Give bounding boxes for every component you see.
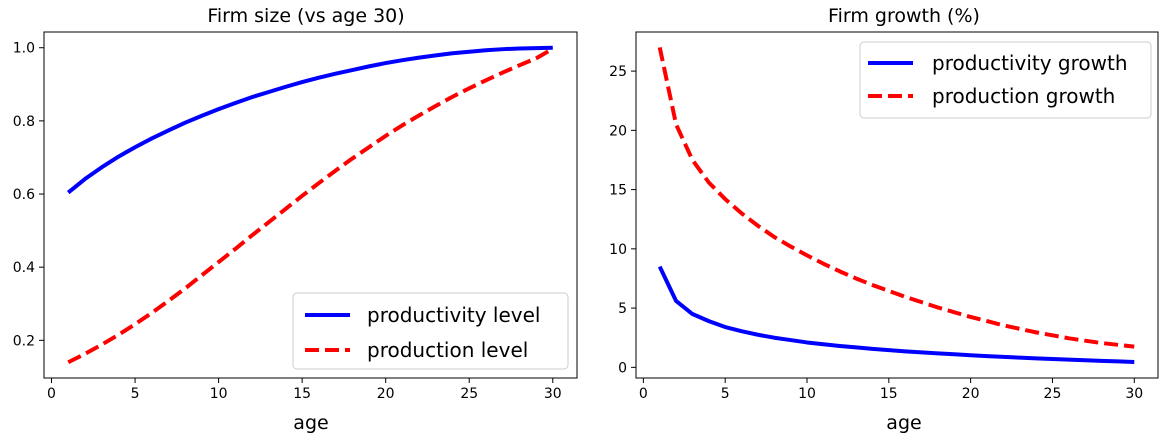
- y-tick-label: 0.8: [13, 114, 35, 130]
- x-tick-label: 25: [460, 386, 478, 402]
- y-tick-label: 15: [609, 183, 627, 199]
- x-tick-label: 0: [639, 386, 648, 402]
- x-tick-label: 25: [1044, 386, 1062, 402]
- chart-firm-size: Firm size (vs age 30) 0 5 10 15 20 25 30 0.20.…: [13, 5, 578, 434]
- plot-frame: [43, 31, 578, 379]
- y-tick-label: 25: [609, 64, 627, 80]
- x-tick-label: 0: [47, 386, 56, 402]
- x-tick-label: 5: [721, 386, 730, 402]
- legend-label: production level: [367, 338, 528, 362]
- x-tick-label: 5: [131, 386, 140, 402]
- chart-firm-growth: Firm growth (%) 0 5 10 15 20 25 30 0510152025 …: [609, 5, 1159, 434]
- series-lines: [66, 45, 554, 365]
- x-axis-label: age: [293, 412, 328, 434]
- x-tick-label: 15: [293, 386, 311, 402]
- x-tick-label: 15: [880, 386, 898, 402]
- series-lines: [657, 46, 1135, 364]
- chart-title: Firm size (vs age 30): [207, 5, 404, 27]
- x-axis-ticks: 0 5 10 15 20 25 30: [47, 378, 562, 402]
- plot-frame: [635, 31, 1159, 379]
- x-tick-label: 10: [798, 386, 816, 402]
- x-axis-ticks: 0 5 10 15 20 25 30: [639, 378, 1143, 402]
- series-line-productivity-growth: [657, 265, 1135, 364]
- y-tick-label: 0: [618, 360, 627, 376]
- y-tick-label: 20: [609, 123, 627, 139]
- legend-box: [292, 292, 569, 370]
- y-tick-label: 0.2: [13, 333, 35, 349]
- y-tick-label: 0.4: [13, 260, 35, 276]
- legend-box: [859, 41, 1152, 119]
- y-axis-ticks: 0 5 10 15 20 25: [609, 64, 636, 376]
- legend: productivity growth production growth: [859, 41, 1152, 119]
- legend: productivity level production level: [292, 292, 569, 370]
- x-axis-label: age: [886, 412, 921, 434]
- legend-label: production growth: [932, 84, 1115, 108]
- y-tick-label: 10: [609, 242, 627, 258]
- legend-label: productivity growth: [932, 51, 1128, 75]
- series-line-production-growth: [657, 46, 1135, 349]
- y-axis-ticks: 0.2 0.4 0.6 0.8 1.0: [13, 41, 44, 349]
- chart-title: Firm growth (%): [828, 5, 980, 27]
- series-line-production-level: [67, 47, 554, 365]
- x-tick-label: 20: [962, 386, 980, 402]
- y-tick-label: 0.6: [13, 187, 35, 203]
- y-tick-label: 1.0: [13, 41, 35, 57]
- x-tick-label: 20: [377, 386, 395, 402]
- x-tick-label: 30: [544, 386, 562, 402]
- y-tick-label: 5: [618, 301, 627, 317]
- x-tick-label: 30: [1125, 386, 1143, 402]
- legend-label: productivity level: [367, 303, 540, 327]
- series-line-productivity-level: [66, 45, 553, 195]
- x-tick-label: 10: [210, 386, 228, 402]
